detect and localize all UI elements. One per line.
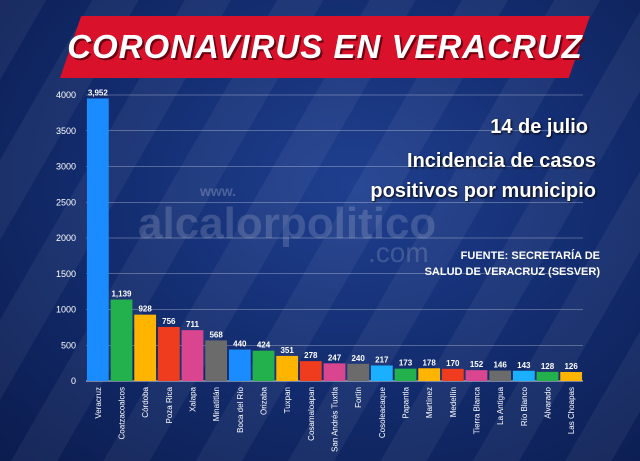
data-label: 170 <box>446 359 460 368</box>
bar <box>205 340 228 381</box>
category-label: Orizaba <box>260 386 269 415</box>
category-label: Minatitlán <box>212 387 221 421</box>
category-label: San Andrés Tuxtla <box>331 386 340 451</box>
data-label: 217 <box>375 355 389 364</box>
y-tick-label: 4000 <box>56 90 76 100</box>
data-label: 424 <box>257 341 271 350</box>
data-label: 568 <box>209 330 223 339</box>
category-label: Coatzacoalcos <box>118 387 127 439</box>
category-label: Veracruz <box>94 387 103 419</box>
data-label: 173 <box>399 359 413 368</box>
bar <box>110 299 133 381</box>
category-label: Río Blanco <box>520 386 529 426</box>
bar <box>418 368 441 381</box>
data-label: 126 <box>564 362 578 371</box>
bar <box>394 368 417 381</box>
data-label: 756 <box>162 317 176 326</box>
data-label: 247 <box>328 353 342 362</box>
category-label: Cosoleacaque <box>378 386 387 438</box>
bar <box>465 370 488 381</box>
category-label: Poza Rica <box>165 386 174 423</box>
y-tick-label: 2000 <box>56 233 76 243</box>
data-label: 928 <box>138 305 152 314</box>
data-label: 240 <box>351 354 365 363</box>
category-label: Papantla <box>402 386 411 418</box>
data-label: 278 <box>304 351 318 360</box>
bar <box>276 355 299 381</box>
category-label: Las Choapas <box>567 387 576 434</box>
y-tick-label: 3000 <box>56 162 76 172</box>
bar <box>370 365 393 381</box>
bar <box>512 370 535 381</box>
category-label: Fortín <box>354 387 363 408</box>
bar <box>134 314 157 381</box>
source-line-2: SALUD DE VERACRUZ (SESVER) <box>424 266 600 278</box>
y-tick-label: 0 <box>71 376 76 386</box>
y-tick-label: 500 <box>61 340 76 350</box>
category-label: La Antigua <box>496 386 505 424</box>
category-label: Cosamaloapan <box>307 387 316 441</box>
bar <box>181 330 204 381</box>
category-label: Medellín <box>449 387 458 417</box>
category-label: Tuxpan <box>283 387 292 413</box>
data-label: 128 <box>541 362 555 371</box>
bar <box>489 370 512 381</box>
bar <box>86 98 109 381</box>
data-label: 3,952 <box>88 88 109 97</box>
date-label: 14 de julio <box>490 116 588 138</box>
data-label: 1,139 <box>111 290 132 299</box>
bar <box>441 368 464 381</box>
category-label: Martínez <box>425 387 434 418</box>
bar <box>252 350 275 381</box>
bar <box>347 363 370 381</box>
data-label: 440 <box>233 340 247 349</box>
data-label: 143 <box>517 361 531 370</box>
y-tick-label: 3500 <box>56 126 76 136</box>
category-label: Alvarado <box>544 386 553 418</box>
bar <box>323 363 346 381</box>
bar <box>157 326 180 381</box>
category-label: Tierra Blanca <box>473 386 482 434</box>
title-banner <box>60 16 590 78</box>
category-label: Xalapa <box>189 386 198 411</box>
category-label: Boca del Río <box>236 386 245 432</box>
data-label: 711 <box>186 320 199 329</box>
y-tick-label: 1500 <box>56 269 76 279</box>
y-tick-label: 1000 <box>56 305 76 315</box>
page-title: CORONAVIRUS EN VERACRUZ <box>67 28 583 65</box>
data-label: 146 <box>493 361 507 370</box>
source-line-1: FUENTE: SECRETARÍA DE <box>460 250 600 262</box>
y-tick-label: 2500 <box>56 197 76 207</box>
bar <box>560 371 583 381</box>
data-label: 178 <box>422 358 436 367</box>
bar <box>228 349 251 381</box>
subtitle-line-2: positivos por municipio <box>370 180 596 202</box>
bar <box>299 361 322 381</box>
bar <box>536 371 559 381</box>
data-label: 152 <box>470 360 484 369</box>
category-label: Córdoba <box>141 386 150 417</box>
data-label: 351 <box>280 346 294 355</box>
